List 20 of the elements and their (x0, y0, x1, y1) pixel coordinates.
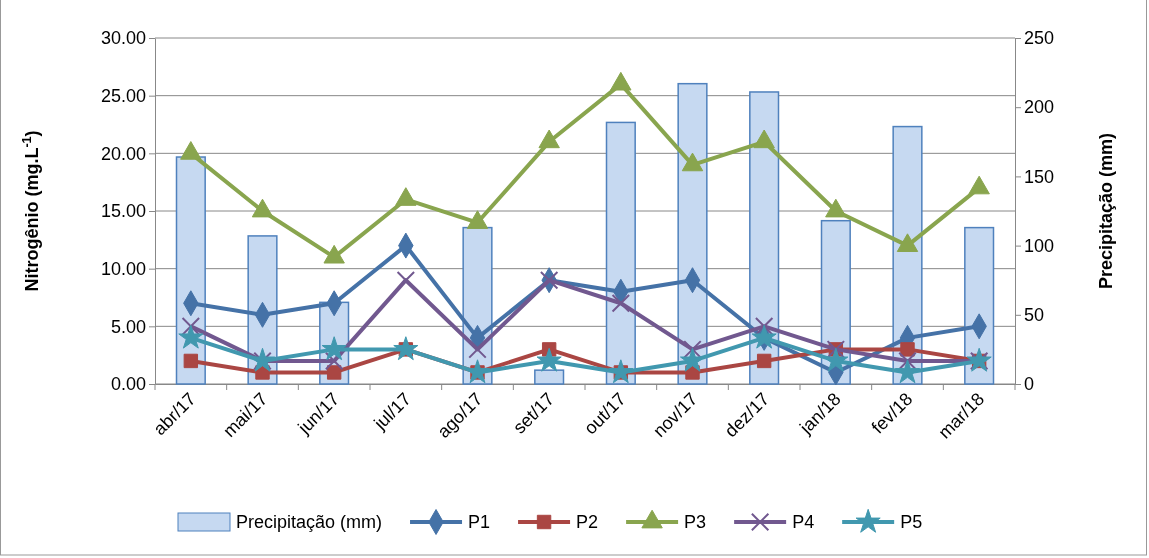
y-tick-label: 20.00 (100, 143, 146, 164)
y2-tick-label: 200 (1024, 97, 1055, 118)
y-tick-label: 5.00 (110, 316, 146, 337)
legend-label: Precipitação (mm) (236, 512, 383, 532)
legend-label: P4 (792, 512, 815, 532)
y-tick-label: 15.00 (100, 201, 146, 222)
legend-label: P2 (576, 512, 599, 532)
y2-tick-label: 250 (1024, 28, 1055, 49)
y2-tick-label: 50 (1024, 305, 1045, 326)
y2-tick-label: 150 (1024, 166, 1055, 187)
y-tick-label: 0.00 (110, 374, 146, 395)
y-tick-label: 10.00 (100, 258, 146, 279)
y-tick-label: 30.00 (100, 28, 146, 49)
legend-label: P5 (900, 512, 923, 532)
legend-label: P1 (468, 512, 491, 532)
y-tick-label: 25.00 (100, 85, 146, 106)
y2-axis-title: Precipitação (mm) (1096, 132, 1116, 290)
y2-tick-label: 0 (1024, 374, 1035, 395)
y2-tick-label: 100 (1024, 235, 1055, 256)
legend-label: P3 (684, 512, 707, 532)
